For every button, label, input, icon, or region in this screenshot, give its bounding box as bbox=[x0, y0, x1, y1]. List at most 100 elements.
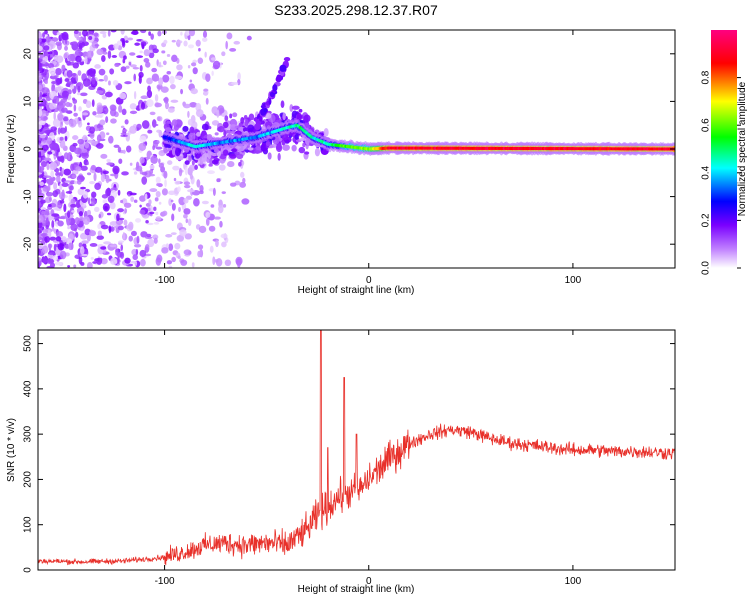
spectrogram-noise-blob bbox=[49, 161, 58, 171]
spectrogram-noise-blob bbox=[196, 179, 201, 188]
spectrogram-noise-blob bbox=[51, 219, 55, 229]
spectrogram-noise-blob bbox=[45, 110, 49, 117]
spectrogram-noise-blob bbox=[38, 215, 44, 223]
spectrogram-noise-blob bbox=[39, 134, 46, 139]
spectrogram-noise-blob bbox=[96, 235, 105, 240]
spectrogram-noise-blob bbox=[64, 57, 68, 64]
spectrogram-noise-blob bbox=[100, 246, 107, 250]
spectrogram-noise-blob bbox=[166, 54, 171, 57]
spectrogram-noise-blob bbox=[133, 91, 137, 100]
spectrogram-noise-blob bbox=[63, 116, 69, 122]
spectrogram-feature-blob bbox=[222, 121, 229, 129]
spectrogram-feature-blob bbox=[244, 118, 249, 127]
spectrogram-noise-blob bbox=[45, 225, 49, 230]
spectrogram-noise-blob bbox=[55, 171, 62, 177]
spectrogram-noise-blob bbox=[139, 156, 145, 164]
spectrogram-feature-blob bbox=[171, 119, 178, 126]
spectrogram-noise-blob bbox=[44, 80, 48, 85]
spectrogram-noise-blob bbox=[123, 149, 126, 154]
spectrogram-noise-blob bbox=[122, 127, 127, 137]
spectrogram-branch-blob bbox=[259, 116, 263, 122]
spectrogram-noise-blob bbox=[91, 197, 96, 207]
spectrogram-noise-blob bbox=[102, 170, 109, 175]
spectrogram-noise-blob bbox=[108, 135, 114, 144]
spectrogram-noise-blob bbox=[145, 61, 151, 68]
spectrogram-noise-blob bbox=[205, 211, 211, 218]
spectrogram-noise-blob bbox=[154, 102, 162, 108]
spectrogram-noise-blob bbox=[86, 261, 93, 268]
spectrogram-noise-blob bbox=[193, 197, 200, 207]
snr-xtick-label: -100 bbox=[155, 576, 175, 587]
spectrogram-noise-blob bbox=[174, 242, 181, 250]
spectrogram-feature-blob bbox=[280, 100, 285, 109]
spectrogram-noise-blob bbox=[246, 35, 252, 41]
spectrogram-noise-blob bbox=[180, 88, 184, 95]
spectrogram-noise-blob bbox=[121, 171, 129, 176]
spectrogram-noise-blob bbox=[76, 36, 82, 41]
spectrogram-noise-blob bbox=[135, 165, 143, 172]
colorbar-tick-label: 0.6 bbox=[701, 118, 712, 132]
spectrogram-noise-blob bbox=[53, 111, 56, 121]
spectrogram-noise-blob bbox=[114, 62, 120, 68]
spectrogram-noise-blob bbox=[136, 235, 140, 244]
colorbar-tick-label: 0.2 bbox=[701, 213, 712, 227]
spectrogram-noise-blob bbox=[135, 218, 142, 223]
spectrogram-noise-blob bbox=[46, 258, 55, 264]
spectrogram-noise-blob bbox=[189, 102, 198, 108]
spectrogram-noise-blob bbox=[97, 230, 102, 236]
spectrogram-noise-blob bbox=[188, 164, 196, 172]
spectrogram-noise-blob bbox=[231, 81, 239, 86]
spectrogram-noise-blob bbox=[73, 264, 77, 268]
spectrogram-noise-blob bbox=[59, 250, 67, 260]
spectrogram-noise-blob bbox=[53, 95, 60, 104]
spectrogram-noise-blob bbox=[146, 89, 153, 99]
spectrogram-noise-blob bbox=[50, 126, 58, 132]
spectrogram-feature-blob bbox=[267, 152, 272, 160]
spectrogram-feature-blob bbox=[289, 104, 294, 112]
spectrogram-noise-blob bbox=[78, 210, 84, 217]
spectrogram-noise-blob bbox=[208, 225, 216, 232]
spectrogram-noise-blob bbox=[209, 245, 214, 253]
spectrogram-noise-blob bbox=[241, 198, 250, 205]
spectrogram-noise-blob bbox=[105, 116, 109, 124]
spectrogram-noise-blob bbox=[75, 199, 81, 209]
spectrogram-feature-blob bbox=[291, 144, 297, 152]
spectrogram-noise-blob bbox=[99, 257, 103, 262]
spectrogram-noise-blob bbox=[96, 48, 104, 56]
spectrogram-noise-blob bbox=[64, 180, 71, 183]
spectrogram-feature-blob bbox=[201, 123, 209, 131]
spectrogram-noise-blob bbox=[38, 150, 42, 158]
spectrogram-noise-blob bbox=[187, 218, 192, 226]
spectrogram-noise-blob bbox=[124, 257, 131, 264]
spectrogram-noise-blob bbox=[107, 50, 112, 59]
spectrogram-noise-blob bbox=[122, 38, 126, 46]
spectrogram-noise-blob bbox=[59, 140, 66, 149]
spectrogram-feature-blob bbox=[207, 150, 212, 160]
spectrogram-noise-blob bbox=[222, 204, 227, 208]
spectrogram-noise-blob bbox=[68, 118, 77, 128]
spectrogram-noise-blob bbox=[113, 144, 120, 148]
spectrogram-noise-blob bbox=[171, 39, 176, 43]
spectrogram-noise-blob bbox=[78, 31, 82, 36]
spectrogram-noise-blob bbox=[211, 120, 220, 126]
spectrogram-noise-blob bbox=[155, 257, 162, 266]
spectrogram-noise-blob bbox=[227, 160, 235, 168]
spectrogram-noise-blob bbox=[47, 151, 53, 155]
spectrogram-noise-blob bbox=[183, 249, 192, 256]
spectrogram-noise-blob bbox=[128, 235, 133, 242]
spectrogram-noise-blob bbox=[129, 110, 138, 115]
spectrogram-noise-blob bbox=[75, 231, 79, 238]
spectrogram-noise-blob bbox=[56, 174, 61, 183]
spectrogram-noise-blob bbox=[124, 119, 129, 125]
spectrogram-noise-blob bbox=[77, 188, 85, 196]
spectrogram-noise-blob bbox=[72, 135, 79, 140]
spectrogram-noise-blob bbox=[47, 179, 54, 185]
spectrogram-noise-blob bbox=[143, 58, 150, 63]
spectrogram-noise-blob bbox=[84, 141, 90, 149]
spectrogram-noise-blob bbox=[118, 104, 123, 113]
spectrogram-noise-blob bbox=[130, 230, 137, 237]
spectrogram-feature-blob bbox=[211, 159, 219, 165]
spectrogram-noise-blob bbox=[125, 40, 129, 43]
spectrogram-noise-blob bbox=[38, 248, 41, 256]
spectrogram-noise-blob bbox=[212, 60, 221, 70]
